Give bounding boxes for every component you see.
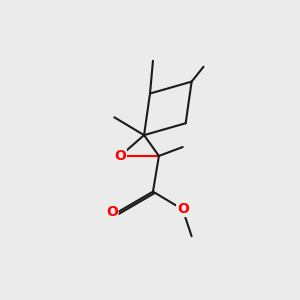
Text: O: O	[106, 206, 118, 219]
Text: O: O	[177, 202, 189, 216]
Text: O: O	[114, 149, 126, 163]
